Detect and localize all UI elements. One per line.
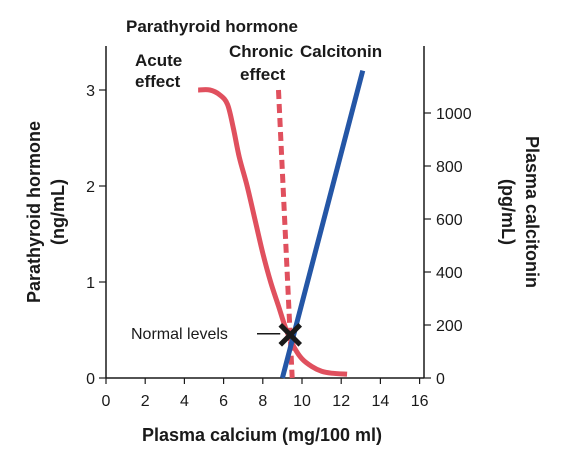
y-right-tick-label: 0 bbox=[436, 371, 445, 388]
y-axis-left-title: Parathyroid hormone bbox=[24, 121, 44, 303]
y-left-tick-label: 1 bbox=[86, 275, 95, 292]
annotation-acute-line1: Acute bbox=[135, 51, 182, 70]
y-right-tick-label: 400 bbox=[436, 265, 463, 282]
x-tick-label: 6 bbox=[219, 393, 228, 410]
y-right-tick-label: 800 bbox=[436, 159, 463, 176]
series-pth-chronic-line bbox=[275, 89, 295, 379]
annotation-calcitonin: Calcitonin bbox=[300, 42, 382, 61]
annotation-normal-levels: Normal levels bbox=[131, 326, 228, 343]
y-left-tick-label: 0 bbox=[86, 371, 95, 388]
x-tick-label: 0 bbox=[102, 393, 111, 410]
y-left-tick-label: 3 bbox=[86, 83, 95, 100]
annotation-chronic-line1: Chronic bbox=[229, 42, 293, 61]
y-axis-right-title: Plasma calcitonin bbox=[522, 136, 542, 288]
x-tick-label: 14 bbox=[372, 393, 390, 410]
normal-levels-marker bbox=[278, 323, 303, 347]
annotation-acute-line2: effect bbox=[135, 72, 181, 91]
y-right-tick-label: 200 bbox=[436, 318, 463, 335]
x-tick-label: 2 bbox=[141, 393, 150, 410]
x-axis-title: Plasma calcium (mg/100 ml) bbox=[142, 425, 382, 445]
x-tick-label: 4 bbox=[180, 393, 189, 410]
x-tick-label: 10 bbox=[293, 393, 311, 410]
y-axis-left-title-unit: (ng/mL) bbox=[48, 179, 68, 245]
annotation-pth-title: Parathyroid hormone bbox=[126, 17, 298, 36]
annotation-chronic-line2: effect bbox=[240, 65, 286, 84]
y-right-tick-label: 1000 bbox=[436, 106, 472, 123]
y-right-tick-label: 600 bbox=[436, 212, 463, 229]
x-tick-label: 12 bbox=[332, 393, 350, 410]
x-tick-label: 16 bbox=[411, 393, 429, 410]
marker-layer bbox=[257, 323, 303, 347]
axes: 0 2 4 6 8 10 12 14 16012302004006008001000Parath… bbox=[24, 46, 542, 410]
series-pth-acute-line bbox=[198, 87, 348, 377]
y-axis-right-title-unit: (pg/mL) bbox=[498, 179, 518, 245]
x-tick-label: 8 bbox=[258, 393, 267, 410]
y-left-tick-label: 2 bbox=[86, 179, 95, 196]
